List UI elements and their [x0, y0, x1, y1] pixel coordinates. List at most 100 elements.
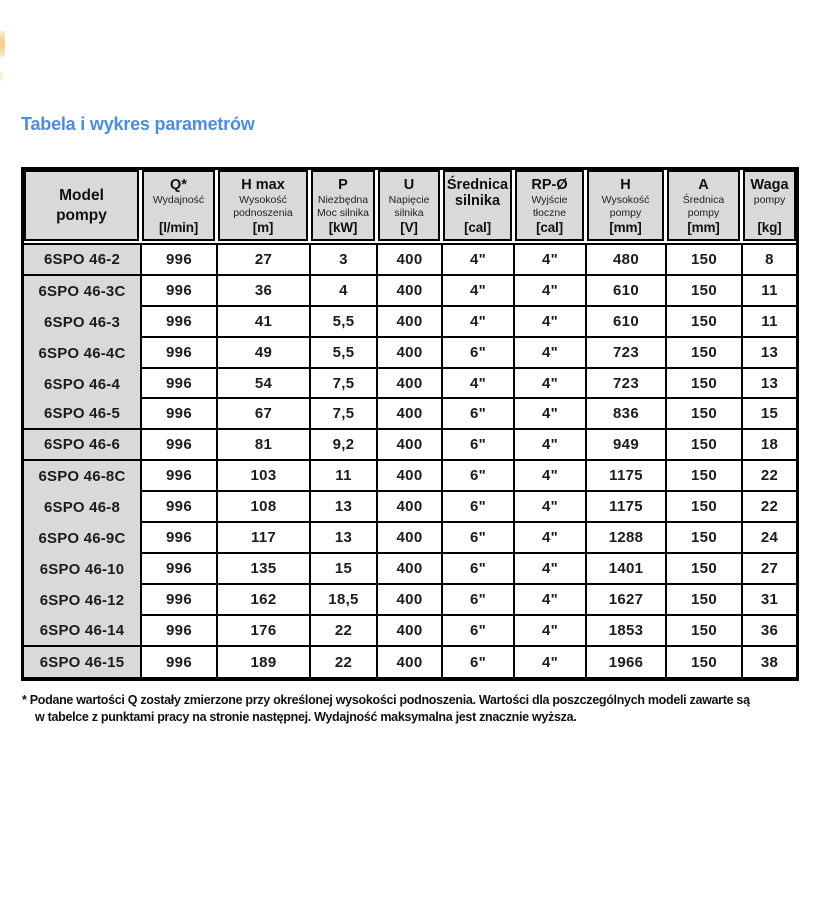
data-cell: 1175 [587, 461, 667, 493]
column-header-main: H [620, 177, 631, 193]
pump-table-body: 6SPO 46-2 996 27 3 400 4" 4" 480 150 8 6SPO 46-3C 9… [24, 243, 796, 678]
column-header-p: P Niezbędna Moc silnika [kW] [311, 170, 378, 241]
column-header-waga: Waga pompy [kg] [743, 170, 796, 241]
data-cell: 150 [667, 584, 743, 616]
column-header-unit: [m] [252, 220, 274, 235]
data-cell: 996 [142, 368, 218, 400]
data-cell: 13 [311, 523, 378, 554]
data-cell: 176 [218, 615, 311, 647]
data-cell: 15 [743, 399, 796, 431]
data-cell: 150 [667, 646, 743, 678]
data-cell: 150 [667, 306, 743, 338]
page-edge-artifact-small [0, 72, 3, 81]
data-cell: 400 [378, 492, 443, 524]
data-cell: 4" [515, 306, 587, 338]
data-cell: 6" [443, 337, 515, 369]
data-cell: 400 [378, 461, 443, 493]
data-cell: 4" [515, 553, 587, 585]
column-header-sub: Wysokość podnoszenia [233, 194, 293, 219]
model-cell: 6SPO 46-3C [24, 275, 142, 307]
model-cell: 6SPO 46-14 [24, 615, 142, 647]
column-header-main: Średnica silnika [446, 177, 509, 210]
column-header-sub: pompy [753, 194, 786, 207]
data-cell: 400 [378, 523, 443, 554]
column-header-unit: [cal] [464, 220, 491, 235]
column-header-unit: [cal] [536, 220, 563, 235]
data-cell: 610 [587, 306, 667, 338]
data-cell: 150 [667, 368, 743, 400]
column-header-main: Q* [170, 177, 187, 193]
column-header-model: Model pompy [24, 170, 142, 241]
data-cell: 4" [515, 337, 587, 369]
data-cell: 5,5 [311, 337, 378, 369]
data-cell: 6" [443, 584, 515, 616]
data-cell: 135 [218, 553, 311, 585]
data-cell: 1175 [587, 492, 667, 524]
data-cell: 400 [378, 646, 443, 678]
data-cell: 996 [142, 306, 218, 338]
column-header-hmax: H max Wysokość podnoszenia [m] [218, 170, 311, 241]
column-header-main: RP-Ø [531, 177, 568, 193]
page-edge-artifact [0, 31, 5, 57]
data-cell: 996 [142, 584, 218, 616]
data-cell: 6" [443, 646, 515, 678]
data-cell: 996 [142, 646, 218, 678]
column-header-u: U Napięcie silnika [V] [378, 170, 443, 241]
footnote: * Podane wartości Q zostały zmierzone pr… [22, 692, 808, 725]
model-cell: 6SPO 46-4C [24, 337, 142, 369]
data-cell: 6" [443, 430, 515, 462]
model-cell: 6SPO 46-4 [24, 368, 142, 400]
data-cell: 49 [218, 337, 311, 369]
data-cell: 400 [378, 615, 443, 647]
data-cell: 22 [743, 461, 796, 493]
model-cell: 6SPO 46-3 [24, 306, 142, 338]
column-header-unit: [mm] [687, 220, 720, 235]
data-cell: 610 [587, 275, 667, 307]
data-cell: 150 [667, 245, 743, 276]
data-cell: 4" [515, 492, 587, 524]
data-cell: 996 [142, 492, 218, 524]
data-cell: 11 [311, 461, 378, 493]
column-header-unit: [l/min] [158, 220, 199, 235]
data-cell: 7,5 [311, 399, 378, 431]
column-header-sub: Wydajność [152, 194, 205, 207]
data-cell: 4" [443, 245, 515, 276]
column-header-q: Q* Wydajność [l/min] [142, 170, 218, 241]
data-cell: 1966 [587, 646, 667, 678]
data-cell: 27 [743, 554, 796, 585]
data-cell: 7,5 [311, 368, 378, 400]
data-cell: 150 [667, 337, 743, 369]
model-cell: 6SPO 46-6 [24, 430, 142, 462]
footnote-line-1: * Podane wartości Q zostały zmierzone pr… [22, 693, 750, 707]
data-cell: 400 [378, 430, 443, 462]
data-cell: 400 [378, 584, 443, 616]
data-cell: 22 [311, 646, 378, 678]
data-cell: 81 [218, 430, 311, 462]
data-cell: 996 [142, 523, 218, 554]
column-header-sub: Napięcie silnika [388, 194, 430, 219]
column-header-rp: RP-Ø Wyjście tłoczne [cal] [515, 170, 587, 241]
model-cell: 6SPO 46-10 [24, 553, 142, 585]
data-cell: 4" [515, 275, 587, 307]
column-header-main: P [338, 177, 348, 193]
data-cell: 15 [311, 553, 378, 585]
data-cell: 723 [587, 337, 667, 369]
column-header-sub: Średnica pompy [682, 194, 725, 219]
data-cell: 996 [142, 399, 218, 431]
data-cell: 996 [142, 461, 218, 493]
data-cell: 103 [218, 461, 311, 493]
data-cell: 41 [218, 306, 311, 338]
column-header-a: A Średnica pompy [mm] [667, 170, 743, 241]
column-header-main: Model pompy [56, 186, 107, 224]
data-cell: 400 [378, 399, 443, 431]
column-header-unit: [kW] [328, 220, 358, 235]
data-cell: 150 [667, 492, 743, 524]
column-header-sub: Wyjście tłoczne [531, 194, 568, 219]
data-cell: 117 [218, 523, 311, 554]
data-cell: 3 [311, 245, 378, 276]
pump-parameters-table: Model pompy Q* Wydajność [l/min] H max Wysoko… [21, 167, 799, 682]
data-cell: 4" [515, 523, 587, 554]
data-cell: 4" [515, 368, 587, 400]
data-cell: 4" [443, 306, 515, 338]
data-cell: 22 [743, 492, 796, 524]
